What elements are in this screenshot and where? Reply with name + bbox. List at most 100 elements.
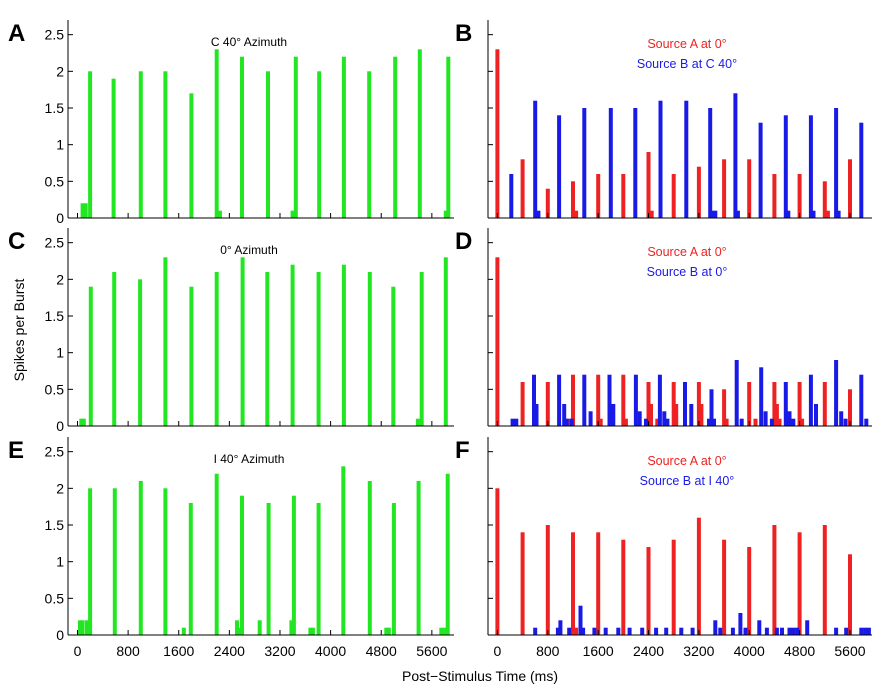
bar xyxy=(710,210,715,218)
bar xyxy=(240,56,244,219)
bar xyxy=(797,532,802,635)
bar xyxy=(783,115,788,218)
bar xyxy=(739,418,744,426)
bar xyxy=(536,210,541,218)
bar xyxy=(596,374,601,426)
bar xyxy=(640,627,645,635)
bar xyxy=(772,174,777,218)
bar xyxy=(293,56,298,219)
bar xyxy=(439,627,444,635)
bar xyxy=(637,411,642,426)
panel-e: E 0 0.5 1 1.5 2 2.5 0 800 1600 2400 3200 4000 4800 560… xyxy=(8,437,454,659)
bar xyxy=(545,525,550,635)
bar xyxy=(446,56,451,219)
y-tick-label: 0.5 xyxy=(45,381,65,397)
bar xyxy=(734,360,739,426)
bar xyxy=(80,620,85,635)
bar xyxy=(495,257,500,426)
bar xyxy=(743,627,748,635)
y-tick-label: 1.5 xyxy=(45,100,65,116)
legend-entry: Source A at 0° xyxy=(647,454,726,468)
panel-letter: B xyxy=(455,20,472,47)
bar xyxy=(163,257,168,426)
bar xyxy=(747,382,752,426)
bar xyxy=(834,108,839,218)
x-tick-label: 800 xyxy=(116,643,140,659)
bar xyxy=(763,411,768,426)
bar xyxy=(671,174,676,218)
bar xyxy=(367,481,372,635)
bar xyxy=(562,404,567,426)
bar xyxy=(557,374,562,426)
bar xyxy=(571,374,575,426)
bar xyxy=(616,627,621,635)
bar xyxy=(772,525,777,635)
y-tick-label: 2 xyxy=(56,63,64,79)
bar xyxy=(514,418,519,426)
bar xyxy=(189,93,194,218)
bar xyxy=(808,115,813,218)
bar xyxy=(836,210,841,218)
legend-entry: Source A at 0° xyxy=(647,245,726,259)
bar xyxy=(797,382,802,426)
bar xyxy=(822,181,827,218)
bar xyxy=(88,286,93,426)
bar xyxy=(181,627,186,635)
x-tick-label: 4800 xyxy=(366,643,397,659)
bar xyxy=(718,627,723,635)
x-tick-label: 5600 xyxy=(416,643,447,659)
bar xyxy=(769,418,774,426)
bar xyxy=(534,404,539,426)
bar xyxy=(780,627,784,635)
bar xyxy=(520,159,525,218)
bar xyxy=(588,411,593,426)
x-tick-label: 800 xyxy=(536,643,560,659)
bar xyxy=(772,382,777,426)
bar xyxy=(658,100,663,218)
bar xyxy=(88,488,93,635)
bar xyxy=(367,71,372,218)
bar xyxy=(791,627,796,635)
bar xyxy=(808,374,813,426)
bar xyxy=(266,71,270,218)
y-tick-label: 1.5 xyxy=(45,517,65,533)
bar xyxy=(257,620,262,635)
bar xyxy=(696,517,701,635)
panel-title: C 40° Azimuth xyxy=(211,35,287,49)
bar xyxy=(308,627,313,635)
panel-title: 0° Azimuth xyxy=(220,243,278,257)
bar xyxy=(774,627,779,635)
bar xyxy=(189,286,194,426)
bar xyxy=(674,404,679,426)
bar xyxy=(730,627,735,635)
panel-letter: D xyxy=(455,228,472,255)
bar xyxy=(859,627,864,635)
bar xyxy=(699,404,704,426)
bar xyxy=(443,210,448,218)
legend-entry: Source B at 0° xyxy=(647,265,728,279)
x-tick-label: 3200 xyxy=(264,643,295,659)
bar xyxy=(649,210,654,218)
bar xyxy=(235,620,239,635)
bar xyxy=(665,418,670,426)
bar xyxy=(777,418,782,426)
panel-letter: E xyxy=(8,437,24,464)
y-tick-label: 1 xyxy=(56,554,64,570)
bar xyxy=(646,382,651,426)
bar xyxy=(684,100,689,218)
bar xyxy=(391,286,396,426)
x-tick-label: 2400 xyxy=(633,643,664,659)
bar xyxy=(520,532,525,635)
bar xyxy=(753,418,758,426)
bar xyxy=(822,382,827,426)
bar xyxy=(713,210,718,218)
bar xyxy=(608,108,613,218)
bar xyxy=(569,418,574,426)
bar xyxy=(709,389,714,426)
bar xyxy=(520,382,525,426)
bar xyxy=(240,495,244,635)
bar xyxy=(621,374,626,426)
bar xyxy=(800,418,805,426)
bar xyxy=(774,404,779,426)
